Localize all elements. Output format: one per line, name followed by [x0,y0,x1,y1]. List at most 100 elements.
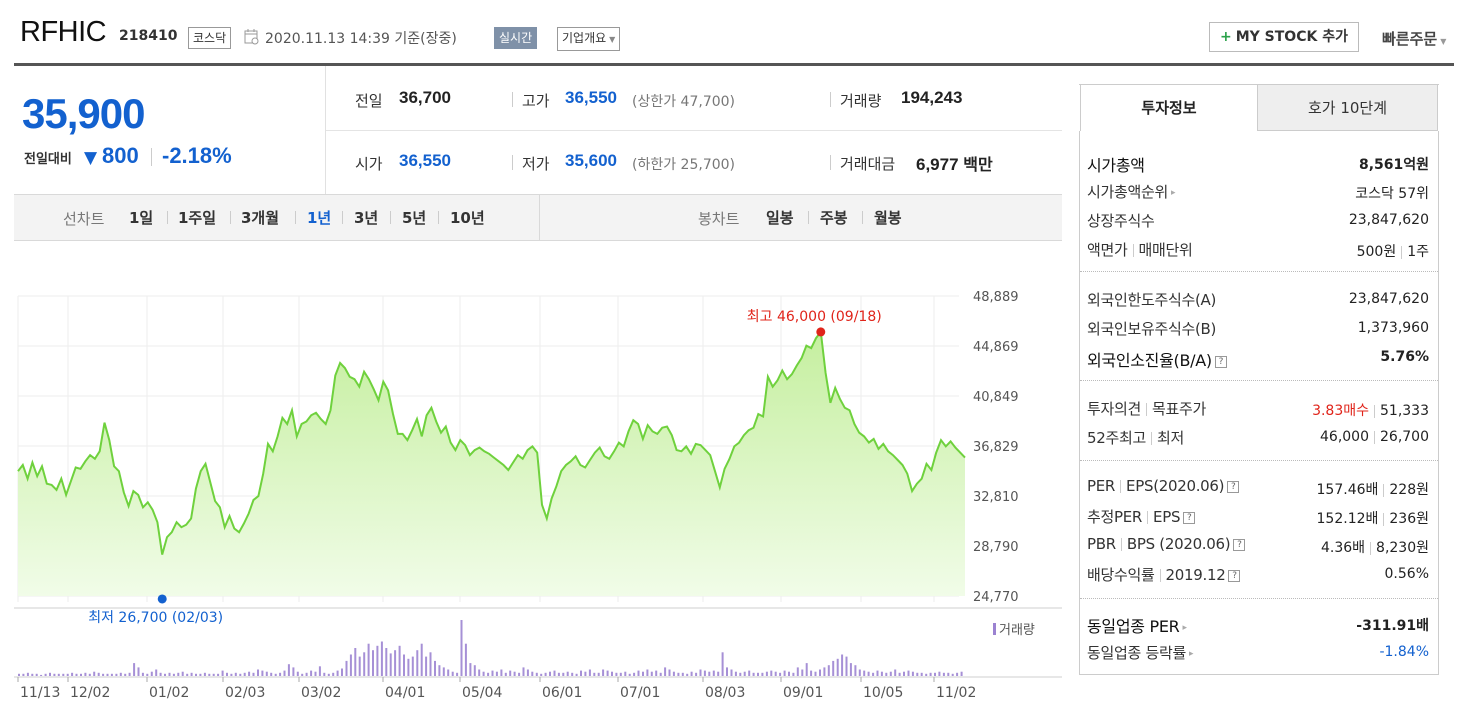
chevron-down-icon: ▼ [1440,37,1447,46]
pbr-label: PBR BPS (2020.06)? [1087,535,1246,553]
y-tick-label: 28,790 [973,540,1019,555]
volume-bar [230,673,233,676]
amount-value: 6,977 백만 [916,151,993,175]
section-divider [1080,271,1438,272]
volume-bar [646,669,649,676]
volume-bar [929,672,932,676]
volume-bar [774,671,777,676]
par-label: 액면가 [1087,241,1128,259]
volume-bar [469,663,472,676]
sector-change-value: -1.84% [1379,644,1429,660]
add-my-stock-button[interactable]: + MY STOCK 추가 [1209,22,1359,52]
foreign-limit-label: 외국인한도주식수(A) [1087,291,1217,309]
period-separator [167,211,168,224]
period-1d[interactable]: 1일 [129,209,154,227]
period-10y[interactable]: 10년 [450,209,485,227]
period-3y[interactable]: 3년 [354,209,379,227]
period-3m[interactable]: 3개월 [241,209,280,227]
volume-bar [482,671,485,676]
realtime-button[interactable]: 실시간 [494,27,538,49]
candle-daily[interactable]: 일봉 [766,209,794,227]
volume-bar [796,667,799,676]
per-label: PER EPS(2020.06)? [1087,477,1240,495]
tab-invest-info[interactable]: 투자정보 [1080,85,1258,131]
volume-bar [898,672,901,676]
opinion-score: 3.83매수 [1312,403,1369,419]
volume-bar [642,671,644,676]
volume-bar [22,673,25,676]
volume-bar [730,669,733,676]
help-icon[interactable]: ? [1227,480,1240,493]
volume-bar [615,672,618,676]
volume-bar [341,668,343,676]
sector-change-link[interactable]: 동일업종 등락률 ▸ [1087,642,1194,663]
volume-bar [248,671,251,676]
down-arrow-icon: ▼ [84,148,98,168]
market-badge: 코스닥 [188,27,232,49]
volume-bar [757,672,759,676]
volume-bar [832,660,835,676]
x-tick-label: 05/04 [462,685,502,701]
tab-order-book[interactable]: 호가 10단계 [1258,85,1438,131]
period-5y[interactable]: 5년 [402,209,427,227]
stats-divider [326,130,1062,131]
per-text: PER [1087,477,1116,495]
volume-bar [345,660,348,676]
volume-bar [801,669,804,676]
volume-bar [190,672,193,676]
volume-bar [35,673,38,676]
volume-bar [602,669,605,676]
volume-bar [310,670,313,676]
prev-close-value: 36,700 [399,88,451,107]
foreign-ratio-text: 외국인소진율(B/A) [1087,351,1212,370]
par-value: 500원 [1356,244,1397,260]
volume-bar [110,673,113,676]
volume-bar [252,672,255,676]
volume-bar [765,671,768,676]
x-tick-label: 07/01 [620,685,660,701]
upper-limit-note: (상한가 47,700) [632,94,736,110]
company-overview-dropdown[interactable]: 기업개요 ▼ [557,27,621,51]
help-icon[interactable]: ? [1228,569,1241,582]
quick-order-label: 빠른주문 [1382,30,1438,48]
volume-bar [876,670,879,676]
week52-low-value: 26,700 [1380,429,1429,445]
help-icon[interactable]: ? [1233,538,1246,551]
price-chart[interactable]: 최고 46,000 (09/18) 최저 26,700 (02/03) 48,88… [14,242,1062,717]
volume-bar [239,673,242,676]
period-separator [808,211,809,224]
period-1w[interactable]: 1주일 [178,209,217,227]
volume-bar [708,671,711,676]
lower-limit-note: (하한가 25,700) [632,157,736,173]
volume-bar [407,658,410,676]
quick-order-dropdown[interactable]: 빠른주문 ▼ [1382,28,1446,49]
volume-value: 194,243 [901,88,963,107]
volume-bar [181,671,184,676]
sector-per-link[interactable]: 동일업종 PER ▸ [1087,613,1187,637]
volume-bar [40,674,43,676]
volume-label: 거래량 [840,92,882,110]
volume-bar [779,672,782,676]
foreign-ratio-value: 5.76% [1380,349,1429,365]
candle-monthly[interactable]: 월봉 [874,209,902,227]
pipe-divider [1120,480,1122,493]
period-1y[interactable]: 1년 [307,209,332,227]
volume-bar [124,673,127,676]
help-icon[interactable]: ? [1183,511,1196,524]
volume-bar [199,673,202,676]
min-marker [157,594,167,604]
price-panel [14,66,326,194]
volume-bar [411,656,414,676]
market-cap-rank-link[interactable]: 시가총액순위 ▸ [1087,181,1176,202]
volume-bar [934,672,936,676]
help-icon[interactable]: ? [1214,355,1227,368]
volume-bar [460,620,463,676]
week52-label: 52주최고 최저 [1087,427,1184,448]
max-marker [816,327,826,337]
shares-label: 상장주식수 [1087,212,1155,230]
volume-bar [885,672,888,676]
candle-weekly[interactable]: 주봉 [820,209,848,227]
volume-bar [283,670,286,676]
volume-bar [354,648,357,676]
prev-close-label: 전일 [355,92,383,110]
